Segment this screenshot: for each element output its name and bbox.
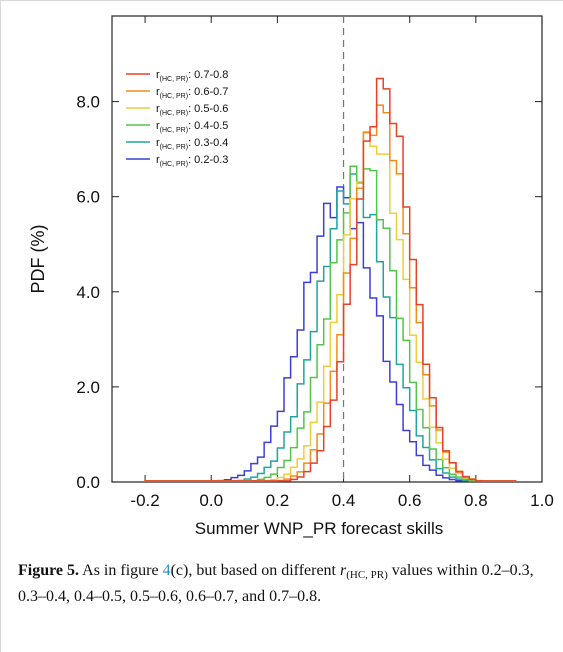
figure-caption: Figure 5. As in figure 4(c), but based o…	[18, 560, 548, 608]
y-tick-label: 8.0	[76, 93, 100, 112]
legend-range: : 0.3-0.4	[188, 137, 228, 149]
legend-range: : 0.7-0.8	[188, 69, 228, 81]
legend-range: : 0.4-0.5	[188, 120, 228, 132]
legend-r-symbol: r	[156, 154, 160, 166]
x-axis-label: Summer WNP_PR forecast skills	[195, 519, 443, 538]
legend-range: : 0.6-0.7	[188, 86, 228, 98]
x-tick-label: 0.2	[266, 491, 290, 510]
legend-label-0.3-0.4: r(HC, PR): 0.3-0.4	[156, 137, 228, 151]
y-tick-label: 2.0	[76, 378, 100, 397]
legend-r-subscript: (HC, PR)	[160, 76, 188, 83]
legend-r-subscript: (HC, PR)	[160, 93, 188, 100]
legend-r-symbol: r	[156, 86, 160, 98]
legend-r-subscript: (HC, PR)	[160, 127, 188, 134]
caption-text-2: (c), but based on different	[170, 562, 340, 579]
pdf-chart: -0.2 0.0 0.2 0.4 0.6 0.8 1.0 0.0 2.0 4.0 6.0 8.0 Sum…	[28, 15, 554, 538]
x-tick-label: 0.6	[398, 491, 422, 510]
y-tick-label: 6.0	[76, 188, 100, 207]
y-tick-label: 4.0	[76, 283, 100, 302]
y-tick-label: 0.0	[76, 473, 100, 492]
series-0.7-0.8-line	[144, 77, 517, 482]
caption-r-subscript: (HC, PR)	[346, 569, 388, 581]
legend-label-0.2-0.3: r(HC, PR): 0.2-0.3	[156, 154, 228, 168]
legend-range: : 0.2-0.3	[188, 154, 228, 166]
x-tick-label: 0.4	[332, 491, 356, 510]
caption-label: Figure 5.	[18, 562, 80, 579]
caption-r-symbol: r	[340, 562, 347, 579]
x-tick-label: 0.8	[464, 491, 488, 510]
legend-label-0.5-0.6: r(HC, PR): 0.5-0.6	[156, 103, 228, 117]
legend-label-0.7-0.8: r(HC, PR): 0.7-0.8	[156, 69, 228, 83]
legend-r-subscript: (HC, PR)	[160, 161, 188, 168]
x-tick-label: 1.0	[530, 491, 554, 510]
y-axis-label: PDF (%)	[28, 225, 48, 294]
legend-r-subscript: (HC, PR)	[160, 144, 188, 151]
legend-r-symbol: r	[156, 103, 160, 115]
x-tick-label: 0.0	[199, 491, 223, 510]
legend-r-symbol: r	[156, 69, 160, 81]
legend-r-symbol: r	[156, 137, 160, 149]
frame-left-border	[0, 0, 1, 652]
legend-r-symbol: r	[156, 120, 160, 132]
caption-text-3: values within 0.2–0.3, 0.3–0.4, 0.4–0.5,…	[18, 562, 534, 605]
plot-frame	[111, 15, 543, 483]
legend-range: : 0.5-0.6	[188, 103, 228, 115]
frame-top-border	[0, 0, 563, 1]
caption-figure-ref[interactable]: 4	[162, 562, 171, 579]
legend-r-subscript: (HC, PR)	[160, 110, 188, 117]
x-tick-label: -0.2	[130, 491, 159, 510]
legend-label-0.4-0.5: r(HC, PR): 0.4-0.5	[156, 120, 228, 134]
caption-text-1: As in figure	[79, 562, 163, 579]
legend-label-0.6-0.7: r(HC, PR): 0.6-0.7	[156, 86, 228, 100]
